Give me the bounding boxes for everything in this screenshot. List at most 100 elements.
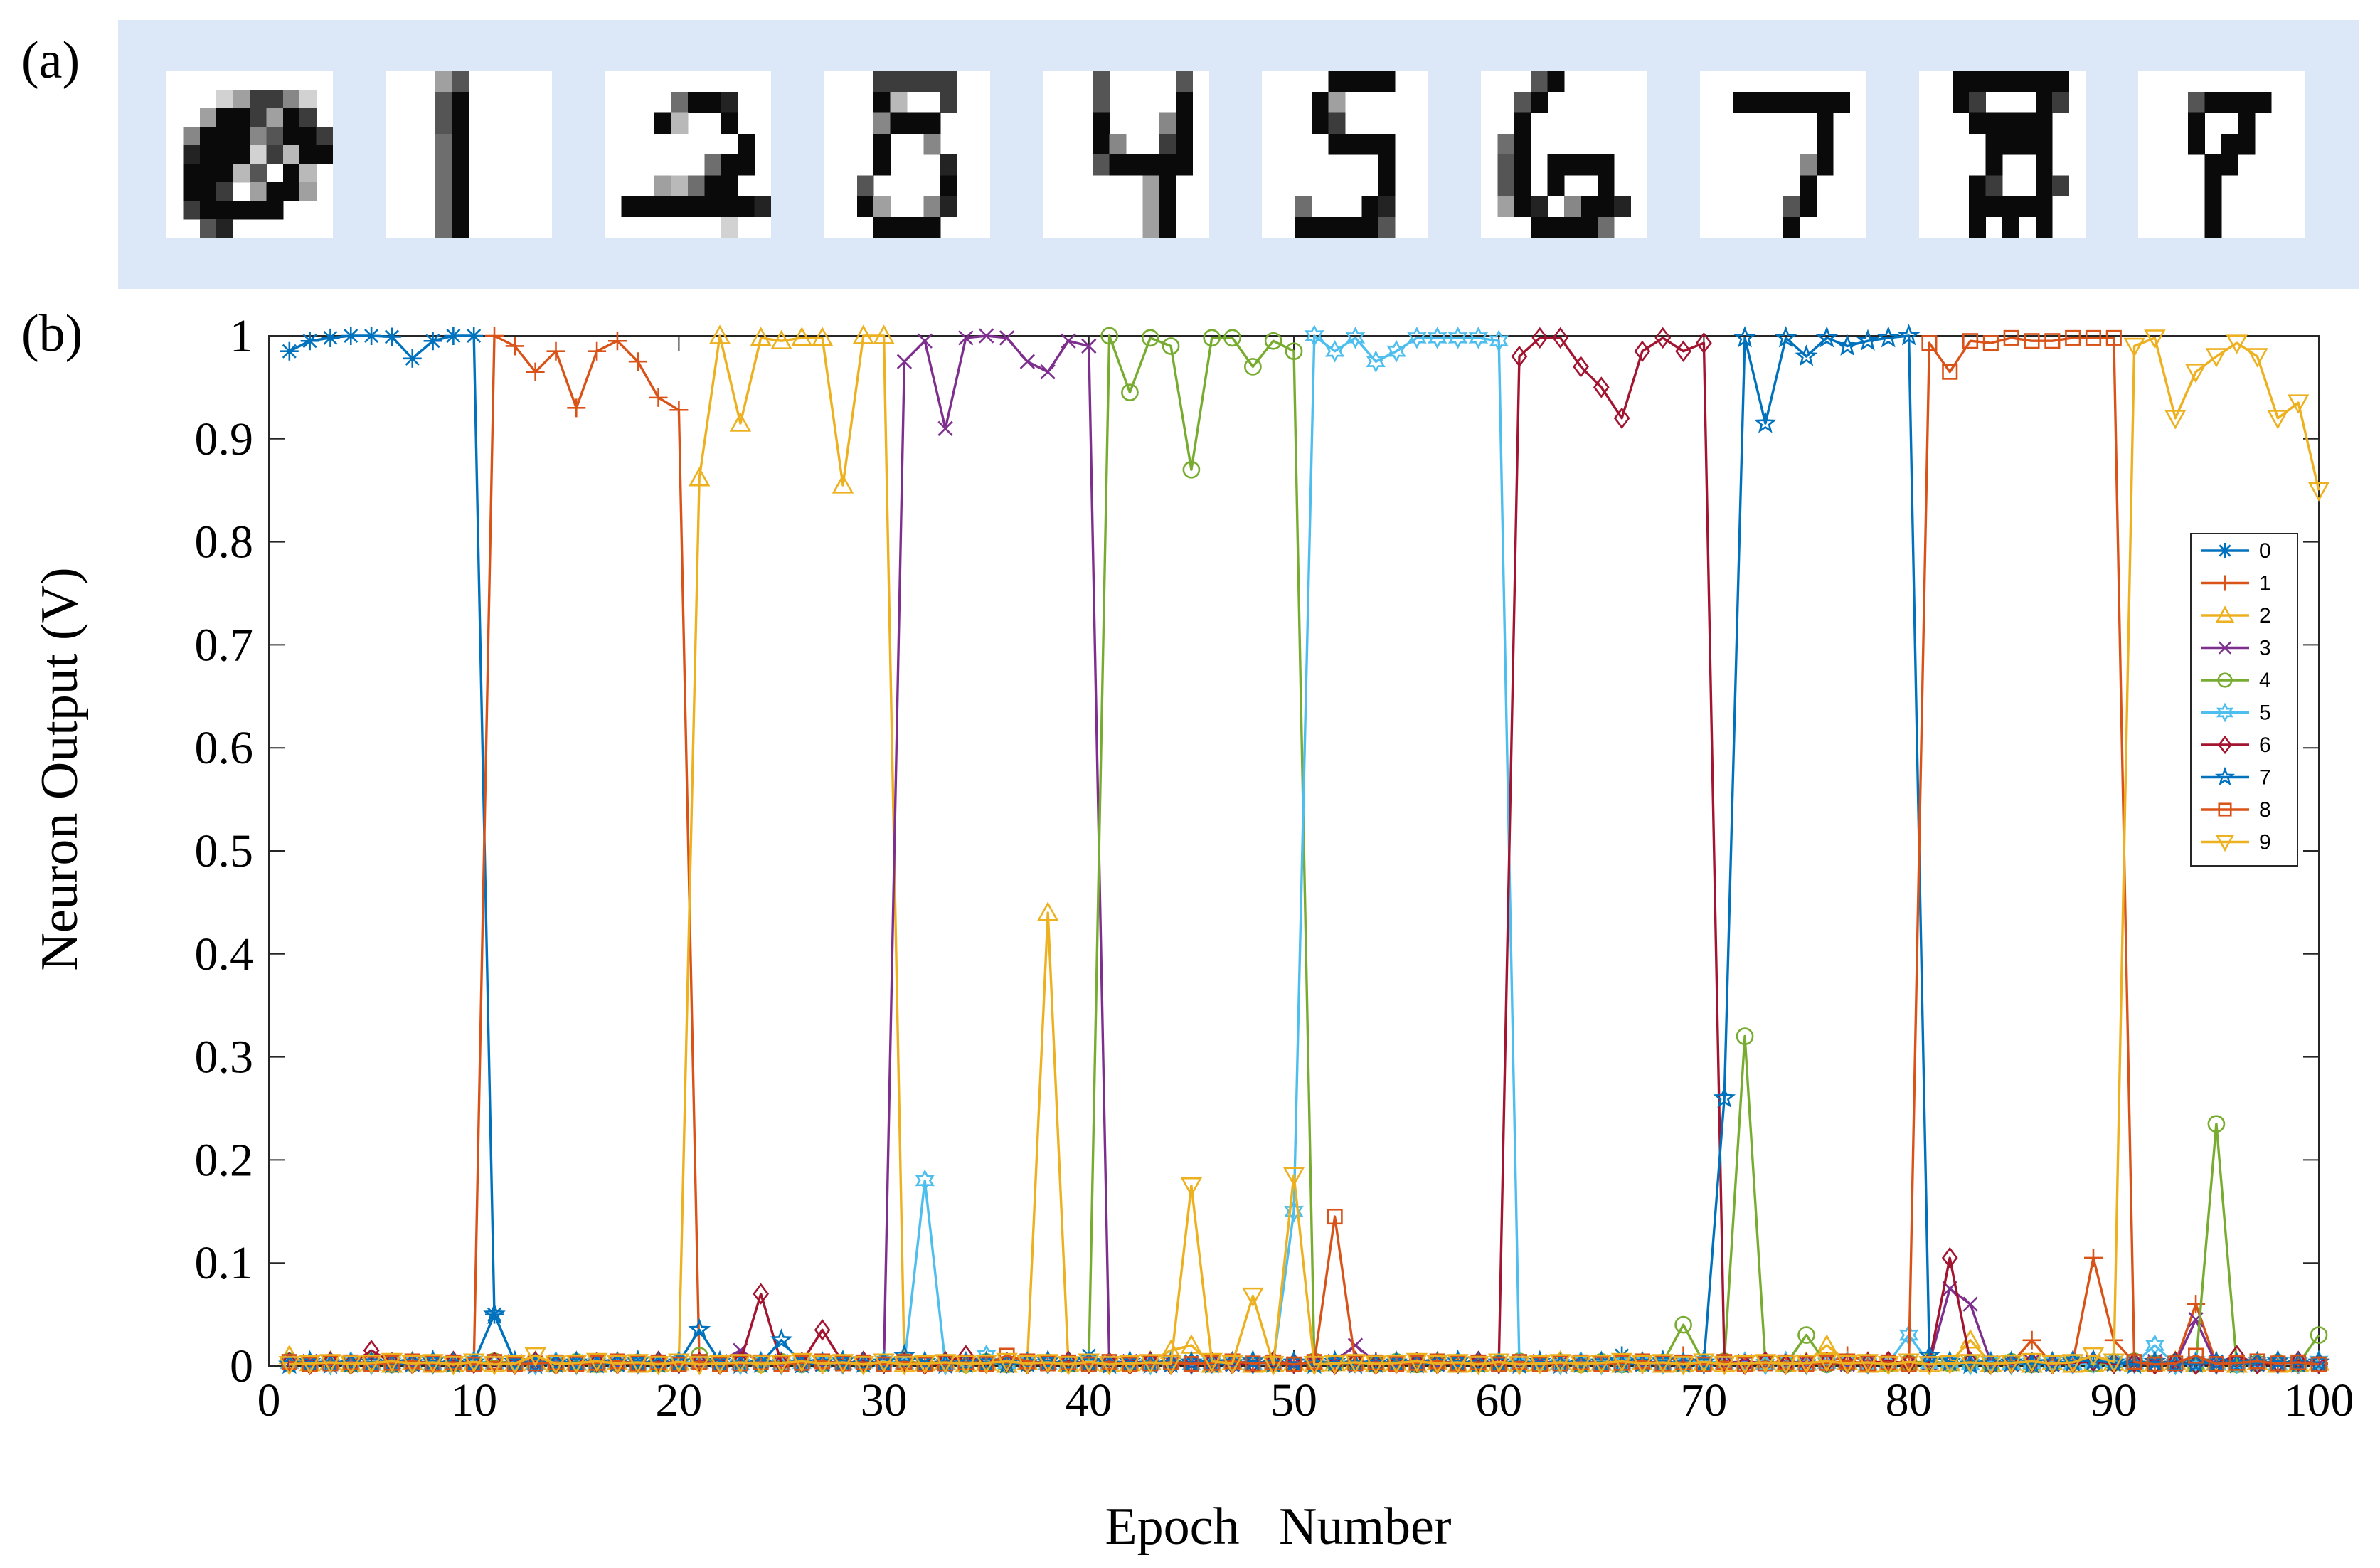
data-point (2218, 802, 2232, 817)
data-point (462, 1353, 485, 1373)
data-point (2061, 1354, 2084, 1374)
y-tick-label: 0.2 (195, 1134, 254, 1186)
data-point (1282, 1167, 1305, 1187)
data-point (1470, 1350, 1487, 1372)
data-point (1942, 364, 1958, 380)
data-point (1774, 326, 1797, 348)
data-point (1078, 1353, 1100, 1373)
data-point (1285, 1352, 1302, 1374)
data-point (1856, 329, 1879, 351)
data-point (1898, 1353, 1920, 1373)
data-point (1265, 1350, 1282, 1372)
legend-entry-3: 3 (2201, 637, 2271, 660)
data-point (1511, 345, 1528, 368)
data-point (1612, 1352, 1632, 1375)
data-point (1245, 1355, 1261, 1372)
data-point (647, 1356, 669, 1376)
data-point (979, 328, 994, 344)
data-point (1754, 1354, 1777, 1374)
x-tick-label: 50 (1270, 1374, 1317, 1426)
data-point (1531, 327, 1548, 349)
data-point (2216, 702, 2233, 723)
data-point (1324, 1355, 1346, 1375)
legend-label: 2 (2259, 604, 2271, 627)
data-point (2024, 333, 2040, 349)
data-point (2226, 334, 2248, 354)
x-tick-label: 100 (2284, 1374, 2354, 1426)
data-point (2187, 1353, 2204, 1375)
legend-entry-4: 4 (2201, 669, 2271, 692)
data-point (2207, 1115, 2226, 1133)
data-point (1242, 1287, 1264, 1308)
data-point (1897, 324, 1921, 346)
data-point (1570, 1355, 1592, 1375)
data-point (2184, 363, 2207, 383)
data-point (1101, 1351, 1117, 1374)
data-point (1019, 354, 1036, 369)
data-point (2307, 482, 2330, 502)
data-point (1755, 1352, 1775, 1376)
data-point (546, 341, 565, 361)
data-point (1876, 326, 1900, 348)
data-point (2003, 329, 2019, 346)
data-point (1816, 1352, 1838, 1373)
data-point (1736, 1027, 1754, 1045)
legend-label: 3 (2259, 637, 2271, 660)
data-point (1795, 1354, 1817, 1374)
data-point (937, 420, 953, 436)
data-point (1162, 337, 1180, 355)
data-point (505, 337, 524, 356)
data-point (975, 1354, 997, 1374)
data-point (524, 1347, 546, 1367)
data-point (1324, 339, 1345, 363)
data-point (1183, 1352, 1200, 1374)
legend: 0 1 2 3 4 5 6 7 8 9 (2190, 533, 2298, 867)
data-point (2267, 410, 2289, 430)
data-point (2217, 672, 2233, 688)
data-point (2270, 1355, 2286, 1372)
data-point (1753, 411, 1777, 433)
digit-image-9 (2138, 71, 2305, 238)
y-axis-label: Neuron Output (V) (31, 567, 89, 970)
data-point (2269, 1352, 2286, 1374)
x-tick-label: 90 (2091, 1374, 2137, 1426)
data-point (2186, 1350, 2206, 1373)
data-point (319, 1354, 341, 1374)
data-point (1529, 1355, 1551, 1375)
data-point (1880, 1350, 1897, 1372)
data-point (873, 324, 895, 344)
data-point (1284, 1200, 1304, 1223)
data-point (2041, 1355, 2063, 1375)
data-point (1244, 1352, 1261, 1374)
data-point (688, 1318, 711, 1340)
data-point (955, 1355, 977, 1375)
data-point (545, 1355, 567, 1375)
data-point (2290, 1354, 2307, 1370)
data-point (1959, 1354, 1982, 1374)
data-point (1347, 1337, 1364, 1353)
data-point (1939, 1355, 1961, 1375)
digit-image-2 (605, 71, 771, 238)
data-point (2147, 1356, 2163, 1372)
data-point (791, 327, 813, 346)
data-point (1654, 327, 1672, 349)
data-point (1386, 339, 1406, 363)
data-point (855, 1350, 872, 1372)
data-point (1407, 327, 1427, 349)
data-point (811, 1355, 834, 1375)
data-point (1716, 1351, 1733, 1374)
axes: 0 10 20 30 40 50 60 70 80 90 10000.10.20.30.40.50.… (195, 310, 2354, 1426)
data-point (483, 1356, 506, 1376)
data-point (1468, 327, 1489, 349)
data-point (2082, 1347, 2105, 1367)
legend-entry-6: 6 (2201, 733, 2271, 757)
data-point (832, 474, 854, 494)
data-point (1426, 1355, 1448, 1375)
data-point (1036, 1354, 1059, 1374)
data-point (770, 1328, 793, 1350)
data-point (422, 1354, 444, 1374)
data-point (1593, 376, 1610, 398)
data-point (2214, 766, 2236, 786)
data-point (2021, 1352, 2043, 1373)
